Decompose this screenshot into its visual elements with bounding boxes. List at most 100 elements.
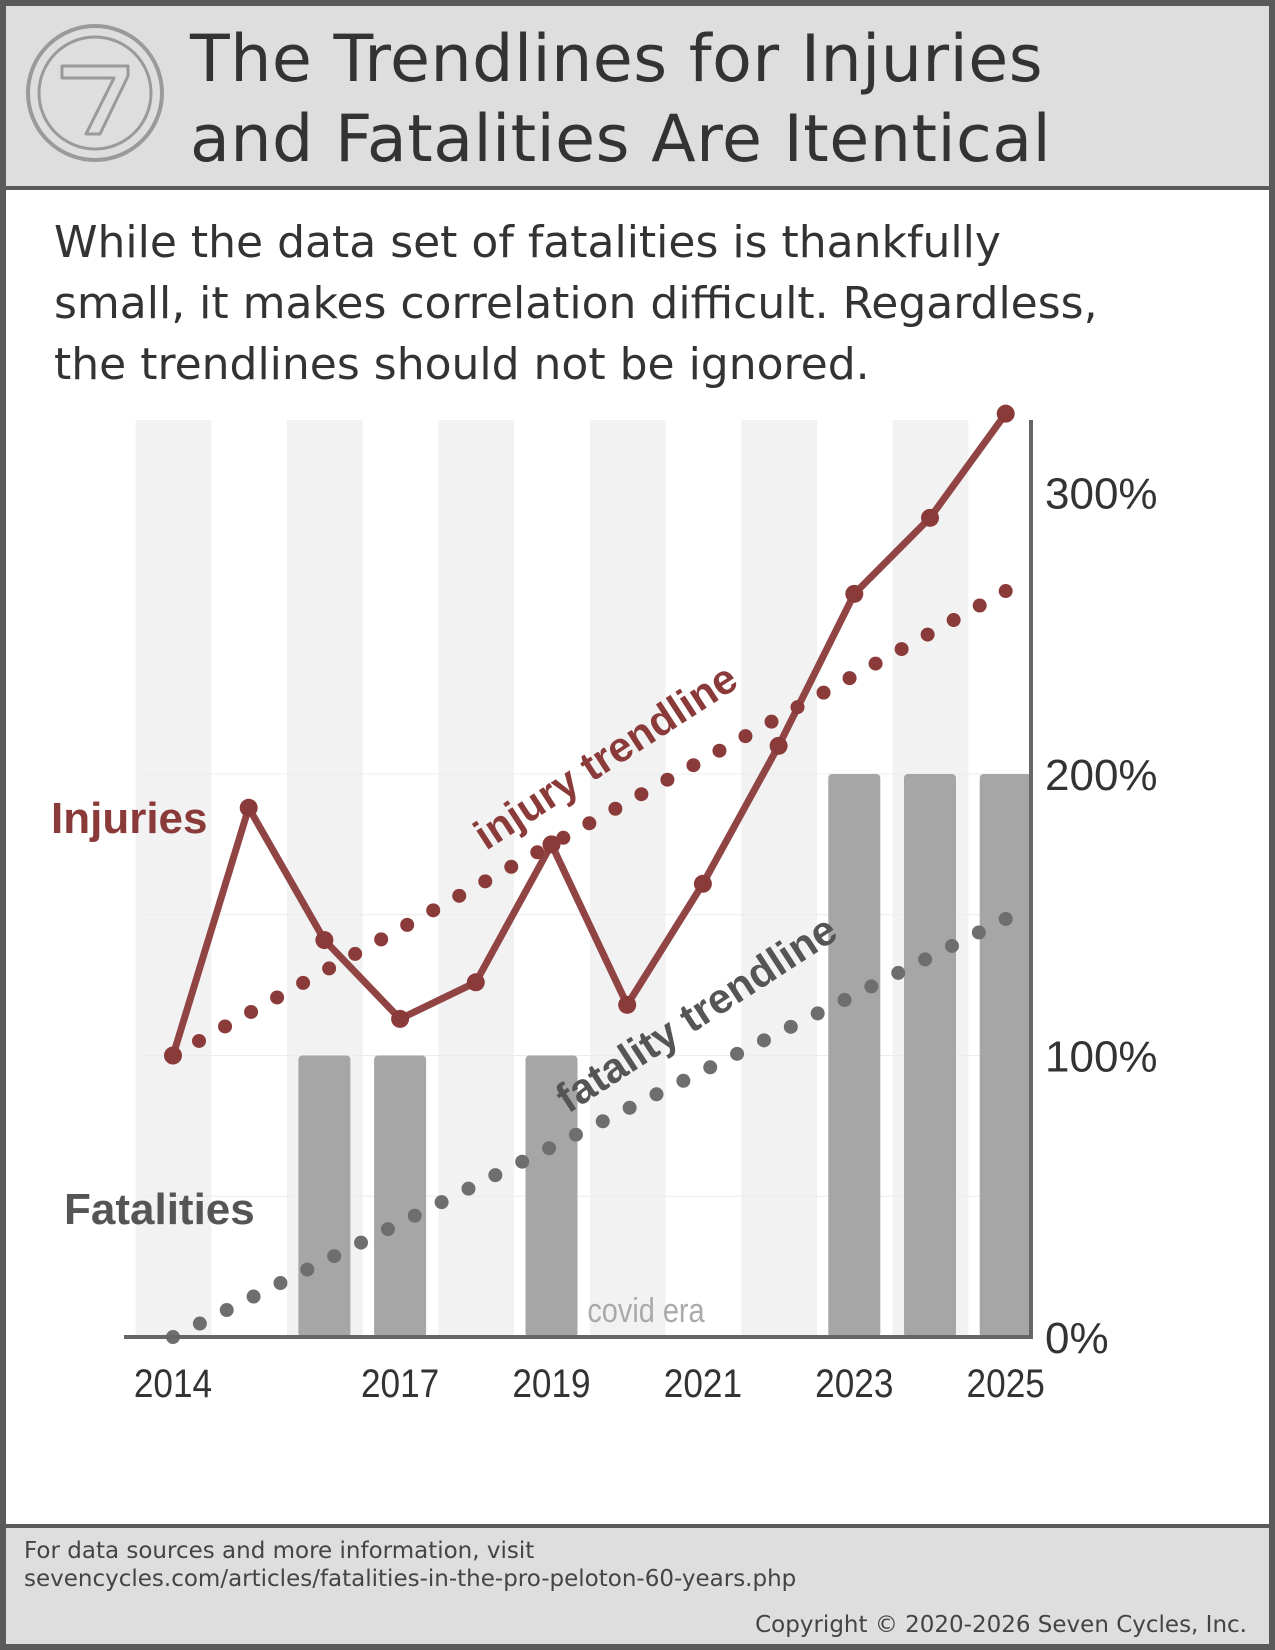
injuries-point-2020: [618, 995, 637, 1014]
injuries-point-2025: [996, 404, 1015, 423]
fatality-trendline-dot: [837, 992, 852, 1007]
injuries-series-line: [169, 410, 1010, 1059]
fatality-trendline-dot: [300, 1262, 315, 1277]
injury-trendline-dot: [712, 743, 727, 758]
subtitle-line-1: While the data set of fatalities is than…: [54, 217, 1001, 268]
injuries-point-2019: [542, 835, 561, 854]
fatality-trendline-dot: [649, 1087, 664, 1102]
fatality-trendline-dot: [273, 1276, 288, 1291]
fatality-trendline-dot: [542, 1141, 557, 1156]
infographic-frame: The Trendlines for Injuries and Fataliti…: [6, 6, 1269, 1644]
injuries-point-2022: [769, 736, 788, 755]
injury-trendline-dot: [608, 801, 623, 816]
injury-trendline-dot: [322, 961, 337, 976]
injury-trendline-dot: [634, 787, 649, 802]
injury-trendline-dot: [738, 729, 753, 744]
footer-info-text: For data sources and more information, v…: [24, 1538, 535, 1564]
fatality-trendline-dot: [783, 1019, 798, 1034]
fatality-trendline-dot: [944, 938, 959, 953]
fatality-bar-2024: [904, 774, 956, 1337]
fatality-trendline-dot: [219, 1303, 234, 1318]
x-tick-label-2025: 2025: [967, 1361, 1045, 1406]
injury-trendline-dot: [946, 613, 961, 628]
injuries-point-2015: [239, 798, 258, 817]
fatality-bar-2016: [298, 1055, 351, 1337]
y-tick-label: 100%: [1045, 1033, 1158, 1082]
fatality-bar-2017: [374, 1055, 427, 1337]
title-line-2: and Fatalities Are Itentical: [190, 102, 1052, 177]
seven-cycles-logo-icon: [26, 24, 164, 162]
fatality-bar-2025: [979, 774, 1032, 1337]
subtitle-line-2: small, it makes correlation difficult. R…: [54, 278, 1098, 329]
fatality-trendline-dot: [568, 1127, 583, 1142]
fatality-trendline-dot: [327, 1249, 342, 1264]
fatality-trendline-dot: [971, 925, 986, 940]
injury-trendline-dot: [348, 946, 363, 961]
x-tick-label-2021: 2021: [664, 1361, 742, 1406]
injury-trendline-dot: [868, 656, 883, 671]
injury-trendline-dot: [426, 903, 441, 918]
injuries-point-2017: [391, 1009, 410, 1028]
fatality-bar-2023: [828, 774, 881, 1337]
injury-trendline-dot: [478, 874, 493, 889]
fatality-trendline-dot: [864, 979, 879, 994]
fatality-trendline-dot: [354, 1235, 369, 1250]
injury-trendline-dot: [530, 845, 545, 860]
fatality-trendline-dot: [891, 965, 906, 980]
footer-source-link[interactable]: sevencycles.com/articles/fatalities-in-t…: [24, 1566, 797, 1592]
fatality-trendline-dot: [192, 1316, 207, 1331]
injury-trendline-dot: [582, 816, 597, 831]
x-tick-label-2017: 2017: [361, 1361, 439, 1406]
fatality-trendline-dot: [703, 1060, 718, 1075]
fatality-trendline-dot: [407, 1208, 422, 1223]
injury-trendline-dot: [218, 1019, 233, 1034]
y-tick-label: 0%: [1045, 1314, 1109, 1363]
injury-trendline-dot: [660, 772, 675, 787]
fatality-trendline-dot: [918, 952, 933, 967]
copyright-text: Copyright © 2020-2026 Seven Cycles, Inc.: [755, 1612, 1247, 1638]
injury-trendline-dot: [842, 671, 857, 686]
chart: 300% 200% 100% 0% 2014 2017 2019 2021 2023 2025 I…: [51, 404, 1158, 1406]
header: The Trendlines for Injuries and Fataliti…: [6, 6, 1269, 190]
injuries-point-2016: [315, 931, 334, 950]
fatality-trendline-dot: [622, 1100, 637, 1115]
injury-trendline-dot: [192, 1033, 207, 1048]
injuries-point-2023: [845, 584, 864, 603]
injuries-point-2021: [693, 874, 712, 893]
fatality-trendline-dot: [730, 1046, 745, 1061]
fatality-trendline-dot: [676, 1073, 691, 1088]
chart-subtitle: While the data set of fatalities is than…: [54, 212, 1234, 395]
injury-trendline-dot: [686, 758, 701, 773]
subtitle-line-3: the trendlines should not be ignored.: [54, 339, 870, 390]
fatality-trendline-dot: [380, 1222, 395, 1237]
injury-trendline-dot: [452, 888, 467, 903]
injury-trendline-dot: [764, 714, 779, 729]
page-title: The Trendlines for Injuries and Fataliti…: [190, 20, 1051, 180]
injury-trendline-dot: [972, 598, 987, 613]
fatality-trendline-dot: [998, 911, 1013, 926]
injuries-point-2018: [466, 973, 485, 992]
x-tick-label-2023: 2023: [815, 1361, 893, 1406]
injury-trendline-dot: [998, 584, 1013, 599]
fatality-trendline-dot: [810, 1006, 825, 1021]
fatality-trendline-dot: [461, 1181, 476, 1196]
y-tick-label: 200%: [1045, 751, 1158, 800]
injury-trendline-dot: [270, 990, 285, 1005]
x-tick-label-2014: 2014: [134, 1361, 212, 1406]
y-tick-label: 300%: [1045, 470, 1158, 519]
fatality-trendline-dot: [434, 1195, 449, 1210]
fatality-trendline-dot: [515, 1154, 530, 1169]
injury-trendline-dot: [920, 627, 935, 642]
background-band: [438, 420, 515, 1337]
fatality-trendline-dot: [246, 1289, 261, 1304]
x-tick-label-2019: 2019: [512, 1361, 590, 1406]
background-band: [589, 420, 666, 1337]
injuries-label: Injuries: [51, 794, 208, 843]
injury-trendline-dot: [816, 685, 831, 700]
background-band: [135, 420, 212, 1337]
fatality-bar-2019: [525, 1055, 578, 1337]
injury-trendline-dot: [296, 975, 311, 990]
background-band: [741, 420, 817, 1337]
fatality-trendline-dot: [756, 1033, 771, 1048]
injuries-point-2024: [921, 508, 939, 527]
